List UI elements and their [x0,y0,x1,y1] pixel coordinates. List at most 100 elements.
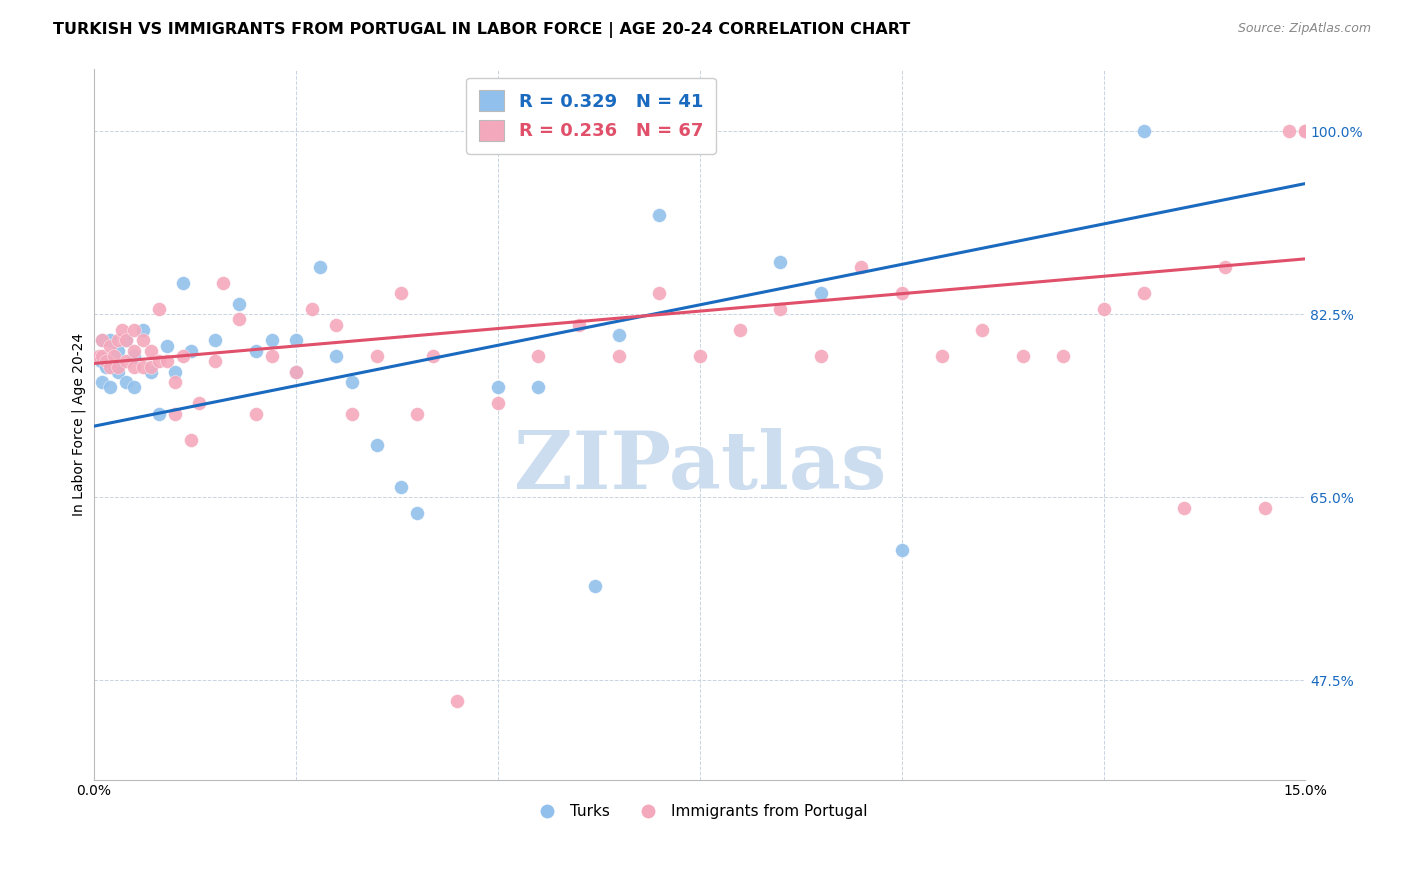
Point [583,579,606,593]
Point [91,349,114,363]
Point [90,354,112,368]
Point [527,349,550,363]
Point [124,359,146,374]
Point [342,407,364,421]
Point [1294,124,1316,138]
Legend: Turks, Immigrants from Portugal: Turks, Immigrants from Portugal [526,798,873,825]
Point [648,208,671,222]
Point [98,334,121,348]
Point [180,343,202,358]
Point [342,376,364,390]
Point [1254,500,1277,515]
Point [180,433,202,447]
Point [389,286,412,301]
Point [172,349,194,363]
Point [124,380,146,394]
Point [124,349,146,363]
Point [527,380,550,394]
Point [148,407,170,421]
Point [98,338,121,352]
Point [1294,124,1316,138]
Point [98,380,121,394]
Point [96,354,118,368]
Point [156,338,179,352]
Point [172,276,194,290]
Point [890,542,912,557]
Point [1213,260,1236,275]
Point [422,349,444,363]
Point [139,359,162,374]
Point [107,359,129,374]
Point [91,334,114,348]
Point [87,349,110,363]
Point [96,359,118,374]
Point [309,260,332,275]
Text: TURKISH VS IMMIGRANTS FROM PORTUGAL IN LABOR FORCE | AGE 20-24 CORRELATION CHART: TURKISH VS IMMIGRANTS FROM PORTUGAL IN L… [53,22,911,38]
Point [148,301,170,316]
Point [245,407,267,421]
Point [1294,124,1316,138]
Point [648,286,671,301]
Point [325,318,347,332]
Point [163,365,186,379]
Point [1294,124,1316,138]
Point [890,286,912,301]
Point [111,323,134,337]
Point [139,343,162,358]
Point [91,376,114,390]
Point [284,365,307,379]
Point [163,407,186,421]
Point [972,323,994,337]
Text: Source: ZipAtlas.com: Source: ZipAtlas.com [1237,22,1371,36]
Point [1133,286,1156,301]
Point [115,334,138,348]
Point [212,276,235,290]
Point [1173,500,1195,515]
Point [486,380,509,394]
Point [728,323,751,337]
Point [124,343,146,358]
Point [689,349,711,363]
Point [115,334,138,348]
Point [366,438,388,452]
Point [486,396,509,410]
Point [607,349,630,363]
Y-axis label: In Labor Force | Age 20-24: In Labor Force | Age 20-24 [72,333,86,516]
Point [769,255,792,269]
Point [1092,301,1115,316]
Point [810,349,832,363]
Point [148,354,170,368]
Point [139,365,162,379]
Point [91,334,114,348]
Point [810,286,832,301]
Point [204,334,226,348]
Point [245,343,267,358]
Point [284,365,307,379]
Point [131,323,153,337]
Point [301,301,323,316]
Point [366,349,388,363]
Text: ZIPatlas: ZIPatlas [513,428,886,506]
Point [156,354,179,368]
Point [389,480,412,494]
Point [406,506,429,520]
Point [446,694,468,708]
Point [115,354,138,368]
Point [103,359,125,374]
Point [107,365,129,379]
Point [1052,349,1074,363]
Point [163,376,186,390]
Point [124,323,146,337]
Point [284,334,307,348]
Point [228,297,250,311]
Point [204,354,226,368]
Point [406,407,429,421]
Point [98,359,121,374]
Point [325,349,347,363]
Point [188,396,211,410]
Point [131,334,153,348]
Point [769,301,792,316]
Point [568,318,591,332]
Point [260,349,283,363]
Point [107,334,129,348]
